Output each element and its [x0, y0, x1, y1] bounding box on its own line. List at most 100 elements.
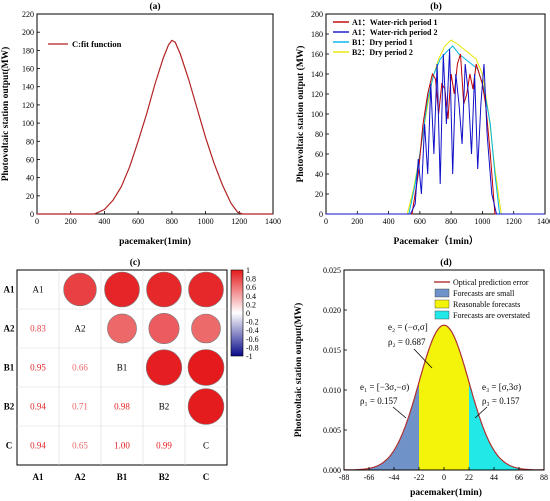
panel-d: (d) -88 -66 -44 -22 0 22 44 66 88 0.000 0.005 0.01… — [293, 257, 548, 498]
panel-d-x-tick-label: 44 — [490, 473, 498, 482]
panel-d-legend-label: Forecasts are small — [453, 289, 515, 298]
panel-a-y-tick-label: 80 — [26, 137, 34, 146]
panel-d-legend-swatch — [434, 299, 450, 309]
panel-b-x-tick-label: 1000 — [474, 217, 490, 226]
panel-d-arrow-e2 — [413, 348, 433, 369]
panel-b-y-tick-label: 160 — [311, 50, 323, 59]
panel-b-legend-label: A1：Water-rich period 1 — [352, 18, 437, 27]
panel-b: (b) 0 200 400 600 800 1000 1200 1400 0 20 40 60 80 1… — [295, 1, 550, 247]
panel-d-area-reasonable — [419, 325, 469, 470]
panel-b-x-label: Pacemaker（1min） — [394, 235, 479, 247]
panel-c-corr-circle — [146, 271, 182, 308]
panel-d-y-tick-label: 0.020 — [323, 306, 341, 315]
panel-b-series-line-4 — [326, 39, 545, 215]
panel-c-diagonal-label: C — [203, 441, 209, 451]
panel-b-y-label: Photovoltaic station output (MW) — [295, 46, 306, 183]
panel-d-y-tick-label: 0.005 — [323, 426, 341, 435]
panel-d-annot-e2: e₂ = (−σ,σ] — [388, 322, 428, 332]
panel-d-x-tick-label: -88 — [339, 473, 350, 482]
panel-d-y-tick-label: 0.025 — [323, 266, 341, 275]
panel-a-frame — [36, 13, 274, 215]
panel-d-annot-rho2: ρ₂ = 0.687 — [388, 337, 426, 347]
panel-b-series-lines — [326, 39, 545, 215]
panel-d-y-tick-label: 0.010 — [323, 386, 341, 395]
panel-c-colorbar-tick: 0.2 — [246, 300, 256, 309]
panel-a-x-tick-label: 800 — [166, 217, 178, 226]
panel-d-x-tick-label: 66 — [515, 473, 523, 482]
panel-c-frame — [16, 269, 228, 466]
panel-d-y-label: Photovoltaic station output(MW) — [293, 303, 304, 438]
panel-c-row-label: A1 — [4, 285, 15, 295]
panel-d-x-ticks: -88 -66 -44 -22 0 22 44 66 88 — [339, 467, 548, 482]
panel-c-colorbar-tick: 0 — [246, 309, 250, 318]
panel-b-y-tick-label: 180 — [311, 30, 323, 39]
panel-c-cells: A1 0.83 A2 0.95 0.66 B1 0.94 0.71 0.98 B2 0.94 0.65… — [30, 271, 225, 451]
panel-c: (c) A1 0.83 A2 0.95 0.66 B1 0.94 0.71 0.98 B2 0.94… — [4, 257, 259, 482]
panel-b-legend: A1：Water-rich period 1A1：Water-rich peri… — [333, 18, 437, 57]
panel-c-axis-labels: A1 A1 A2 A2 B1 B1 B2 B2 C C — [4, 285, 210, 483]
panel-b-title: (b) — [430, 1, 442, 12]
panel-d-arrow-e1 — [392, 406, 407, 419]
panel-c-corr-value: 0.95 — [30, 363, 46, 373]
panel-b-y-tick-label: 120 — [311, 90, 323, 99]
panel-c-colorbar — [230, 269, 244, 357]
panel-c-col-label: A2 — [75, 472, 86, 482]
panel-a-x-label: pacemaker(1min) — [119, 236, 191, 247]
panel-d-y-ticks: 0.000 0.005 0.010 0.015 0.020 0.025 — [323, 266, 347, 475]
panel-c-corr-value: 0.98 — [114, 402, 130, 412]
panel-a-y-tick-label: 140 — [22, 83, 34, 92]
panel-a-legend-label: C:fit function — [72, 39, 122, 49]
panel-c-corr-circle — [191, 313, 221, 344]
panel-c-colorbar-tick: -0.6 — [246, 335, 259, 344]
panel-b-y-tick-label: 60 — [315, 150, 323, 159]
panel-b-y-tick-label: 20 — [315, 190, 323, 199]
panel-d-legend-swatch — [434, 310, 450, 320]
panel-a-x-tick-label: 600 — [132, 217, 144, 226]
panel-a-y-tick-label: 200 — [22, 28, 34, 37]
panel-c-colorbar-tick: 0.8 — [246, 275, 256, 284]
panel-d-x-tick-label: 0 — [442, 473, 446, 482]
panel-c-corr-value: 0.66 — [72, 363, 88, 373]
panel-c-colorbar-tick: -0.4 — [246, 326, 259, 335]
panel-a-x-tick-label: 200 — [65, 217, 77, 226]
panel-a-y-tick-label: 220 — [22, 10, 34, 19]
panel-c-corr-value: 0.71 — [72, 402, 88, 412]
panel-c-colorbar-tick: 1 — [246, 266, 250, 275]
panel-b-x-tick-label: 200 — [351, 217, 363, 226]
panel-b-x-tick-label: 600 — [414, 217, 426, 226]
panel-b-y-tick-label: 40 — [315, 170, 323, 179]
panel-b-x-tick-label: 400 — [383, 217, 395, 226]
panel-d-error-curve — [344, 324, 544, 470]
panel-c-corr-value: 0.99 — [156, 441, 172, 451]
panel-d-legend: Optical prediction error Forecasts are sm… — [434, 278, 530, 320]
panel-a-y-tick-label: 100 — [22, 119, 34, 128]
panel-c-corr-circle — [63, 272, 97, 307]
panel-c-colorbar-tick: -1 — [246, 352, 253, 361]
panel-b-y-tick-label: 100 — [311, 110, 323, 119]
panel-c-row-label: A2 — [4, 324, 15, 334]
panel-d-annot-rho3: ρ₃ = 0.157 — [482, 396, 520, 406]
panel-b-legend-label: B1：Dry period 1 — [352, 38, 413, 47]
panel-d-y-tick-label: 0.015 — [323, 346, 341, 355]
panel-d-area-overstated — [469, 382, 519, 470]
panel-a-x-tick-label: 1400 — [265, 217, 281, 226]
panel-a-x-ticks: 0 200 400 600 800 1000 1200 1400 — [35, 211, 281, 226]
panel-d-annot-e3: e₃ = [σ,3σ) — [482, 382, 521, 392]
panel-b-y-tick-label: 200 — [311, 10, 323, 19]
panel-a-x-tick-label: 0 — [35, 217, 39, 226]
panel-c-col-label: B2 — [159, 472, 170, 482]
panel-b-y-tick-label: 140 — [311, 70, 323, 79]
panel-c-corr-value: 0.94 — [30, 441, 46, 451]
panel-c-corr-circle — [187, 388, 225, 425]
panel-d-arrow-e3 — [474, 406, 488, 419]
panel-b-series-line-3 — [326, 45, 545, 215]
panel-c-row-label: C — [6, 441, 13, 451]
panel-d-x-tick-label: -22 — [414, 473, 425, 482]
panel-b-legend-label: A1：Water-rich period 2 — [352, 28, 437, 37]
panel-c-corr-value: 0.94 — [30, 402, 46, 412]
panel-c-corr-circle — [187, 349, 225, 386]
panel-b-y-tick-label: 0 — [319, 210, 323, 219]
panel-a-y-tick-label: 60 — [26, 155, 34, 164]
panel-a-y-tick-label: 20 — [26, 192, 34, 201]
panel-a-y-tick-label: 0 — [30, 210, 34, 219]
